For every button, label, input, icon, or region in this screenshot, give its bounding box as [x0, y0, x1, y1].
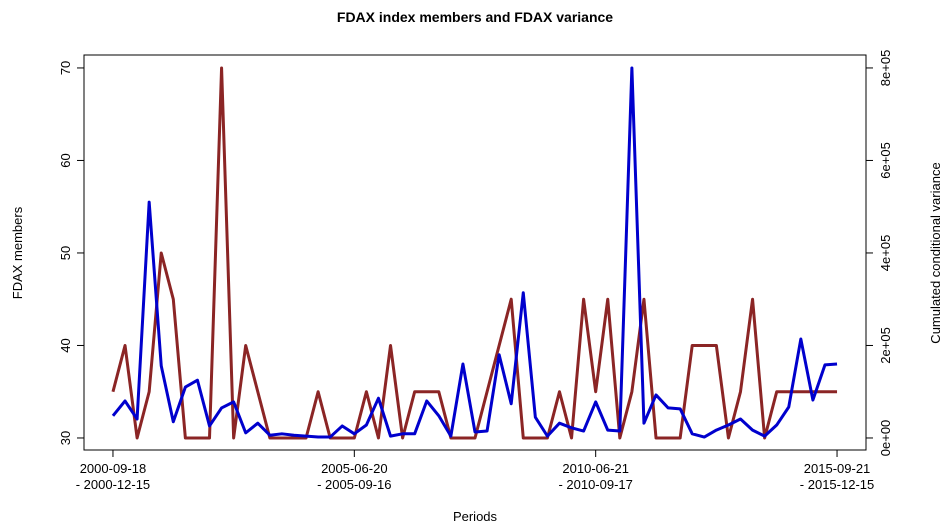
x-tick-label-text: 2000-09-18 - 2000-12-15 [75, 461, 151, 492]
chart-title: FDAX index members and FDAX variance [337, 9, 613, 25]
y2-tick-label: 8e+05 [878, 50, 893, 87]
x-tick-label: 2005-06-20 - 2005-09-16 [317, 461, 392, 492]
y-tick-label: 60 [58, 153, 73, 167]
y-axis-label: FDAX members [10, 206, 25, 299]
x-tick-label: 2015-09-21 - 2015-12-15 [799, 461, 875, 492]
y2-tick-label: 4e+05 [878, 235, 893, 272]
x-tick-label-text: 2005-06-20 - 2005-09-16 [317, 461, 392, 492]
series-line [111, 66, 838, 439]
x-tick-label-text: 2015-09-21 - 2015-12-15 [799, 461, 875, 492]
y-tick-label: 30 [58, 431, 73, 445]
y-tick-label: 50 [58, 246, 73, 260]
y2-tick-label: 2e+05 [878, 327, 893, 364]
x-tick-label: 2000-09-18 - 2000-12-15 [75, 461, 151, 492]
y-tick-label: 40 [58, 338, 73, 352]
x-axis-label: Periods [453, 509, 498, 524]
series-line [111, 66, 838, 440]
x-tick-label-text: 2010-06-21 - 2010-09-17 [558, 461, 633, 492]
x-tick-label: 2010-06-21 - 2010-09-17 [558, 461, 633, 492]
y-tick-label: 70 [58, 61, 73, 75]
y2-axis-label: Cumulated conditional variance [928, 162, 943, 343]
y2-tick-label: 6e+05 [878, 142, 893, 179]
y2-tick-label: 0e+00 [878, 420, 893, 457]
